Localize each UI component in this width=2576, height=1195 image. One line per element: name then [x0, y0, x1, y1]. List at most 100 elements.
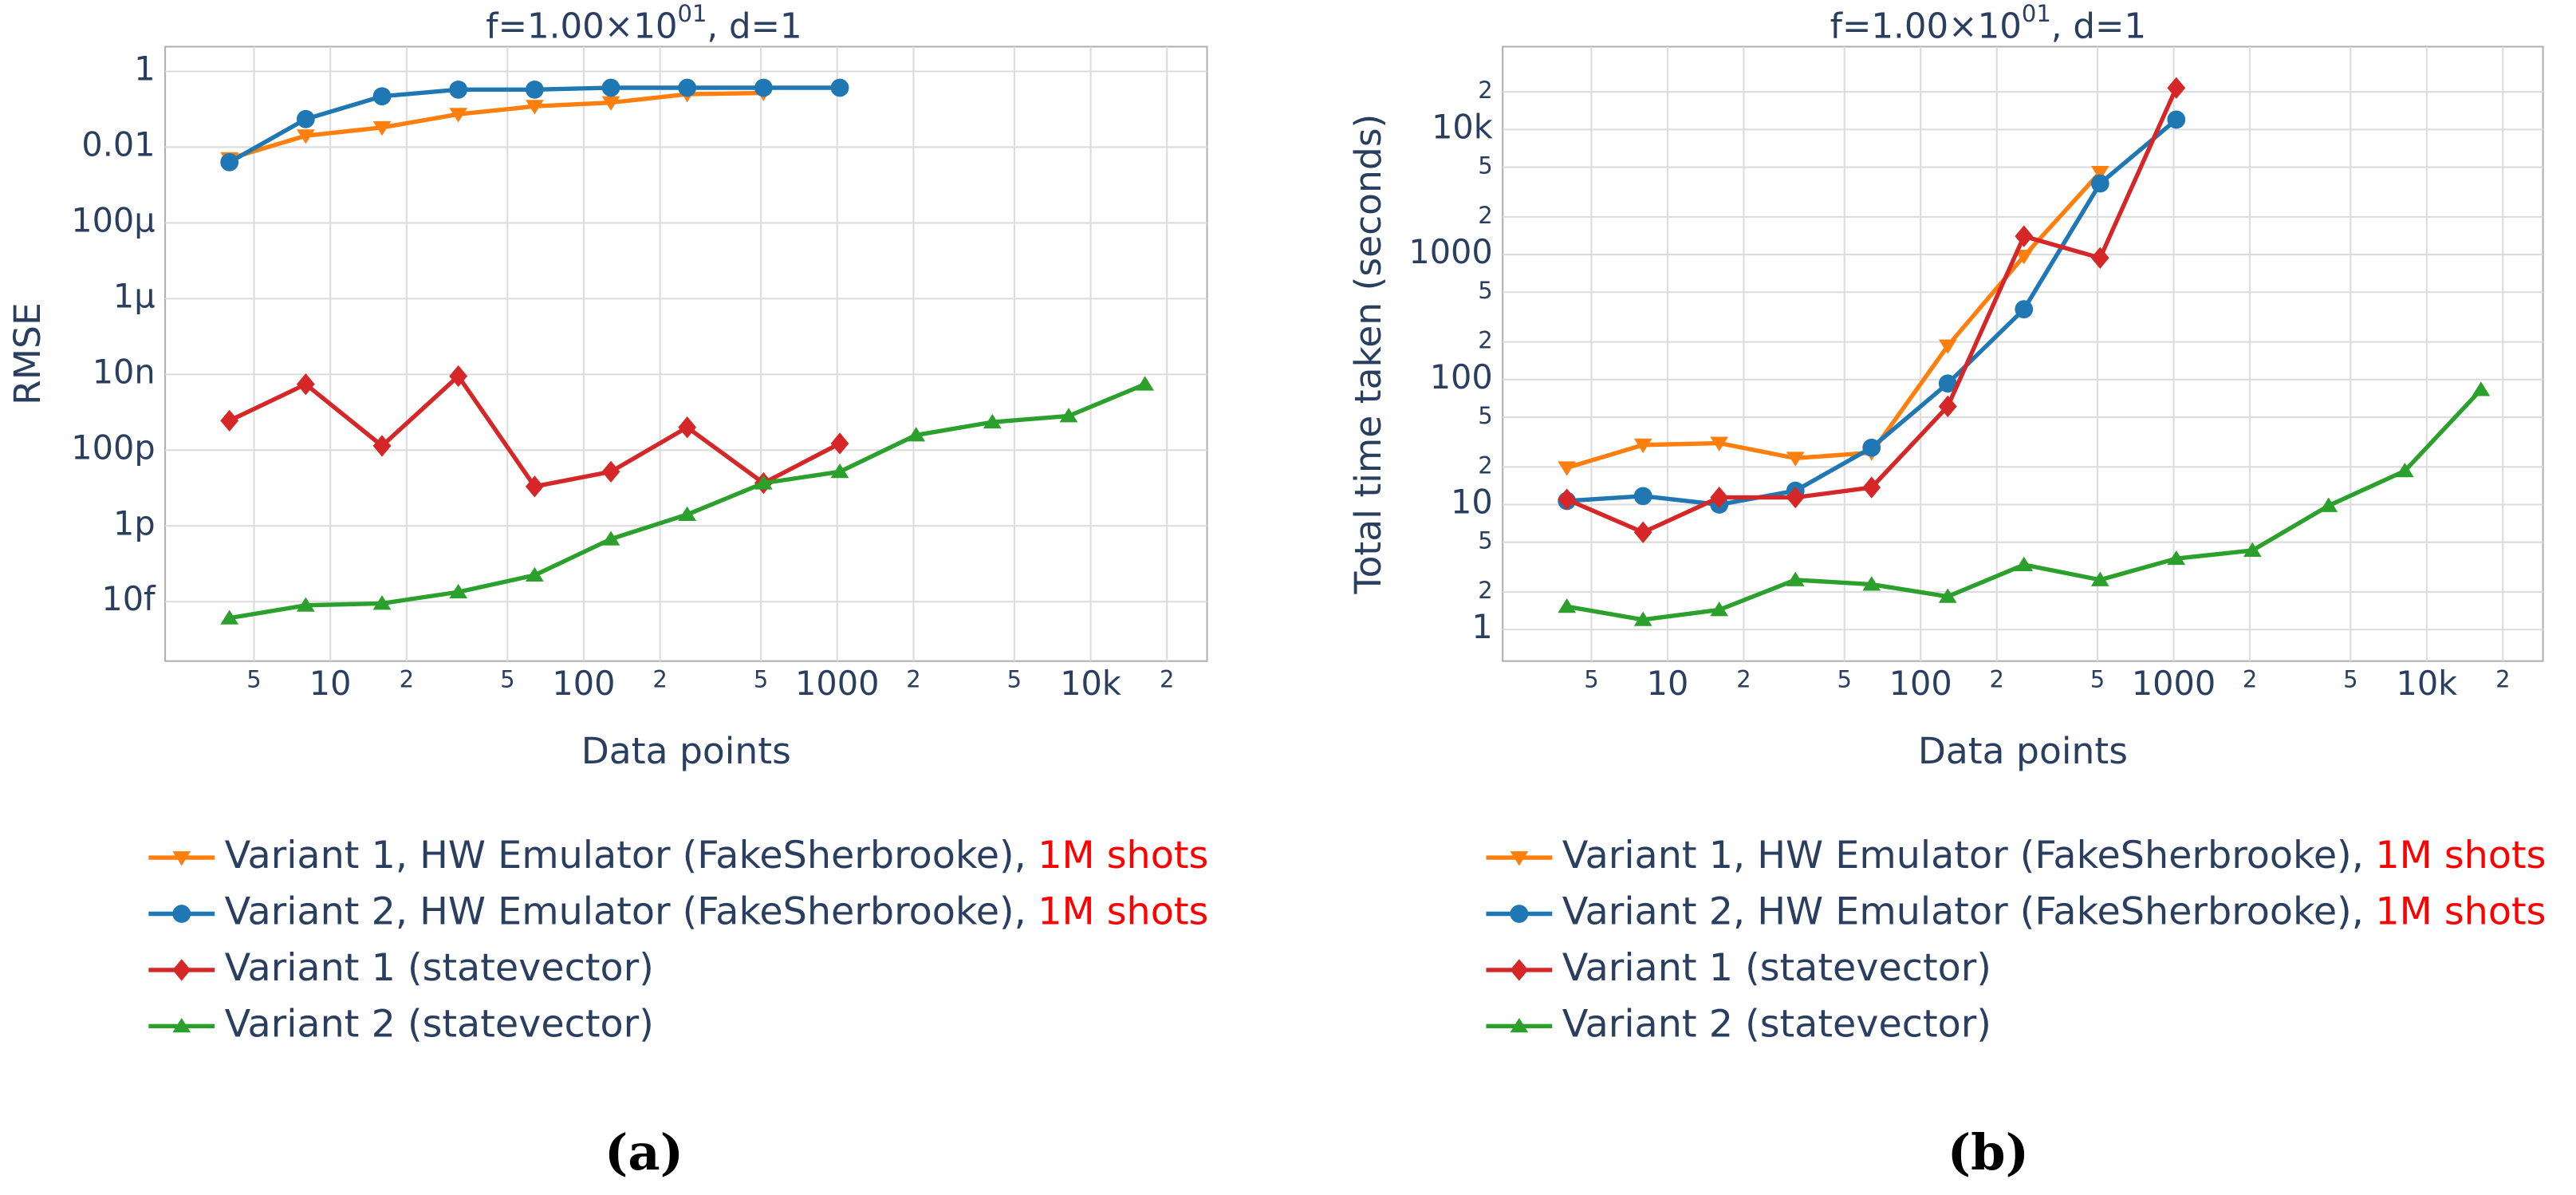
y-tick-label: 5	[1478, 527, 1492, 554]
marker	[296, 373, 315, 396]
x-tick-label: 5	[1584, 666, 1598, 693]
marker	[2090, 571, 2109, 586]
legend-name: Variant 1, HW Emulator (FakeSherbrooke),	[225, 834, 1026, 878]
marker	[296, 109, 315, 128]
legend-name: Variant 1 (statevector)	[225, 946, 654, 990]
marker	[525, 475, 544, 498]
y-tick-label: 100μ	[71, 201, 155, 239]
marker	[1510, 851, 1529, 866]
marker	[1862, 438, 1881, 457]
marker	[449, 583, 468, 599]
x-tick-label: 5	[1837, 666, 1852, 693]
marker	[1633, 611, 1652, 626]
marker	[1558, 461, 1577, 476]
legend-entry: Variant 1 (statevector)	[148, 946, 654, 990]
x-tick-label: 5	[754, 666, 768, 693]
legend-label: Variant 1, HW Emulator (FakeSherbrooke),…	[1562, 834, 2546, 878]
marker	[172, 851, 191, 866]
marker	[1510, 905, 1529, 923]
x-tick-label: 2	[400, 666, 414, 693]
marker	[2243, 542, 2262, 557]
marker	[220, 609, 239, 625]
chart-panel: 5 10 2 5 100 2 5 1000 2 5 10k 2 1 2 5 10 2 5 100 2 5 1000 2 5 10…	[1347, 0, 2546, 1181]
x-tick-label: 10k	[2396, 665, 2457, 703]
y-tick-label: 5	[1478, 152, 1492, 179]
marker	[678, 78, 697, 97]
x-tick-label: 2	[2243, 666, 2257, 693]
legend-label: Variant 1, HW Emulator (FakeSherbrooke),…	[225, 834, 1209, 878]
marker	[220, 152, 239, 172]
marker	[372, 120, 392, 136]
marker	[2015, 300, 2034, 319]
marker	[1558, 488, 1577, 511]
marker	[1786, 486, 1805, 509]
y-axis-label: Total time taken (seconds)	[1347, 114, 1389, 595]
y-tick-label: 10n	[93, 353, 156, 391]
marker	[601, 96, 620, 111]
marker	[1633, 487, 1652, 506]
marker	[1510, 959, 1529, 981]
marker	[1633, 438, 1652, 453]
title-suffix: , d=1	[2051, 6, 2146, 46]
marker	[830, 78, 849, 97]
x-tick-label: 10	[309, 665, 352, 703]
y-tick-label: 1	[134, 49, 155, 88]
y-tick-label: 5	[1478, 402, 1492, 429]
marker	[2015, 250, 2034, 265]
legend-name: Variant 1, HW Emulator (FakeSherbrooke),	[1562, 834, 2364, 878]
marker	[1633, 521, 1652, 543]
marker	[1938, 339, 1957, 354]
chart-title: f=1.00×1001, d=1	[486, 0, 802, 46]
x-tick-label: 5	[500, 666, 514, 693]
marker	[1558, 598, 1577, 613]
marker	[2015, 225, 2034, 247]
marker	[2090, 174, 2109, 193]
marker	[1786, 571, 1805, 586]
marker	[525, 80, 544, 99]
x-tick-label: 100	[552, 665, 615, 703]
marker	[1059, 408, 1078, 423]
y-tick-label: 1	[1471, 608, 1492, 646]
x-tick-label: 100	[1889, 665, 1952, 703]
panel-label: (a)	[605, 1123, 683, 1181]
y-axis-label: RMSE	[6, 302, 49, 405]
x-tick-label: 5	[2090, 666, 2105, 693]
marker	[1938, 374, 1957, 393]
x-tick-label: 2	[1160, 666, 1174, 693]
series-line	[228, 90, 764, 161]
x-axis-label: Data points	[581, 730, 791, 772]
y-tick-label: 1000	[1408, 233, 1492, 271]
marker	[2395, 463, 2414, 478]
y-tick-label: 2	[1478, 327, 1492, 354]
marker	[525, 566, 544, 582]
x-tick-label: 2	[2495, 666, 2510, 693]
y-tick-label: 10k	[1432, 108, 1493, 146]
marker	[601, 530, 620, 546]
series-line	[1566, 171, 2102, 470]
legend-label: Variant 2 (statevector)	[225, 1002, 654, 1046]
marker	[678, 416, 697, 439]
legend-note: 1M shots	[1038, 834, 1208, 878]
legend-name: Variant 2, HW Emulator (FakeSherbrooke),	[225, 890, 1026, 934]
marker	[1510, 1018, 1529, 1033]
marker	[2167, 110, 2186, 129]
x-tick-label: 2	[1736, 666, 1751, 693]
marker	[2167, 550, 2186, 566]
title-suffix: , d=1	[707, 6, 802, 46]
y-tick-label: 5	[1478, 277, 1492, 304]
legend-name: Variant 2 (statevector)	[225, 1002, 654, 1046]
legend-note: 1M shots	[1038, 890, 1208, 934]
marker	[449, 108, 468, 123]
title-exponent: 01	[678, 0, 707, 27]
marker	[372, 87, 392, 106]
y-tick-label: 100p	[71, 428, 155, 467]
marker	[601, 78, 620, 97]
marker	[172, 1018, 191, 1033]
marker	[1786, 452, 1805, 467]
x-tick-label: 5	[246, 666, 261, 693]
legend-entry: Variant 1 (statevector)	[1486, 946, 1991, 990]
y-tick-label: 10f	[101, 580, 156, 618]
legend-name: Variant 2, HW Emulator (FakeSherbrooke),	[1562, 890, 2364, 934]
